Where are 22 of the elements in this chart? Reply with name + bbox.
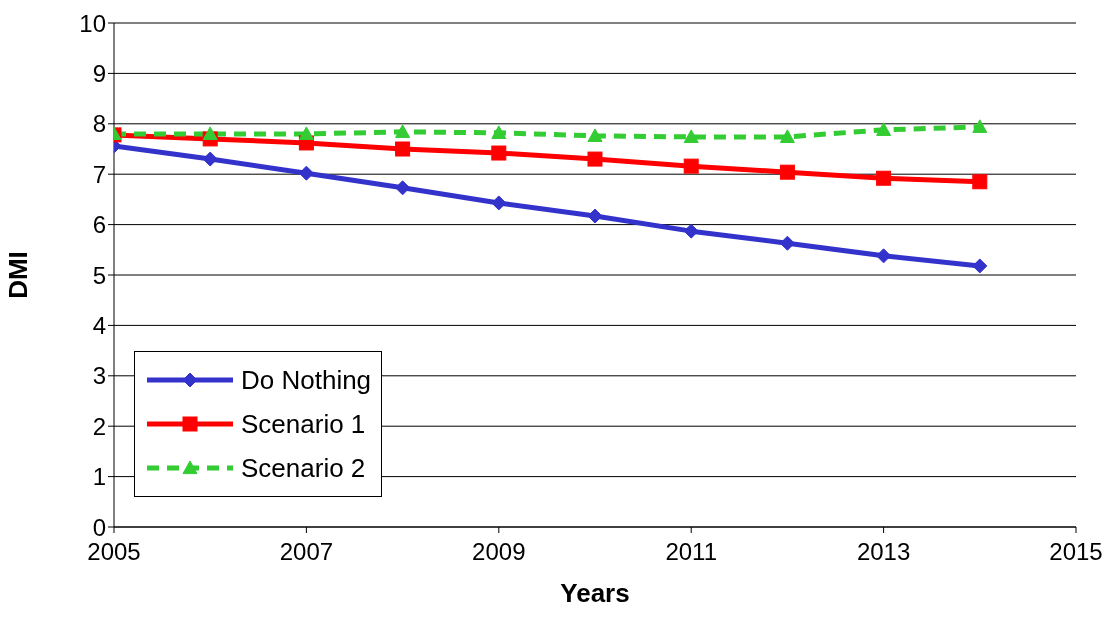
y-tick-label: 1 bbox=[92, 463, 106, 491]
y-tick-label: 2 bbox=[92, 412, 106, 440]
legend-label: Scenario 1 bbox=[241, 408, 366, 440]
x-tick-label: 2013 bbox=[856, 538, 911, 566]
x-tick-label: 2007 bbox=[279, 538, 334, 566]
y-tick-label: 5 bbox=[92, 261, 106, 289]
y-tick-label: 10 bbox=[79, 9, 106, 37]
y-tick-label: 4 bbox=[92, 311, 106, 339]
legend-label: Do Nothing bbox=[241, 364, 372, 396]
y-axis-title: DMI bbox=[3, 251, 34, 299]
x-tick-label: 2005 bbox=[87, 538, 141, 566]
y-tick-label: 9 bbox=[92, 59, 106, 87]
x-tick-label: 2011 bbox=[665, 538, 717, 566]
legend-label: Scenario 2 bbox=[241, 452, 366, 484]
y-tick-label: 0 bbox=[92, 513, 106, 541]
x-tick-label: 2015 bbox=[1049, 538, 1103, 566]
x-tick-label: 2009 bbox=[472, 538, 526, 566]
y-tick-label: 6 bbox=[92, 211, 106, 239]
y-tick-label: 8 bbox=[92, 110, 106, 138]
y-tick-label: 7 bbox=[92, 160, 106, 188]
y-tick-label: 3 bbox=[92, 362, 106, 390]
x-axis-title: Years bbox=[560, 578, 630, 608]
